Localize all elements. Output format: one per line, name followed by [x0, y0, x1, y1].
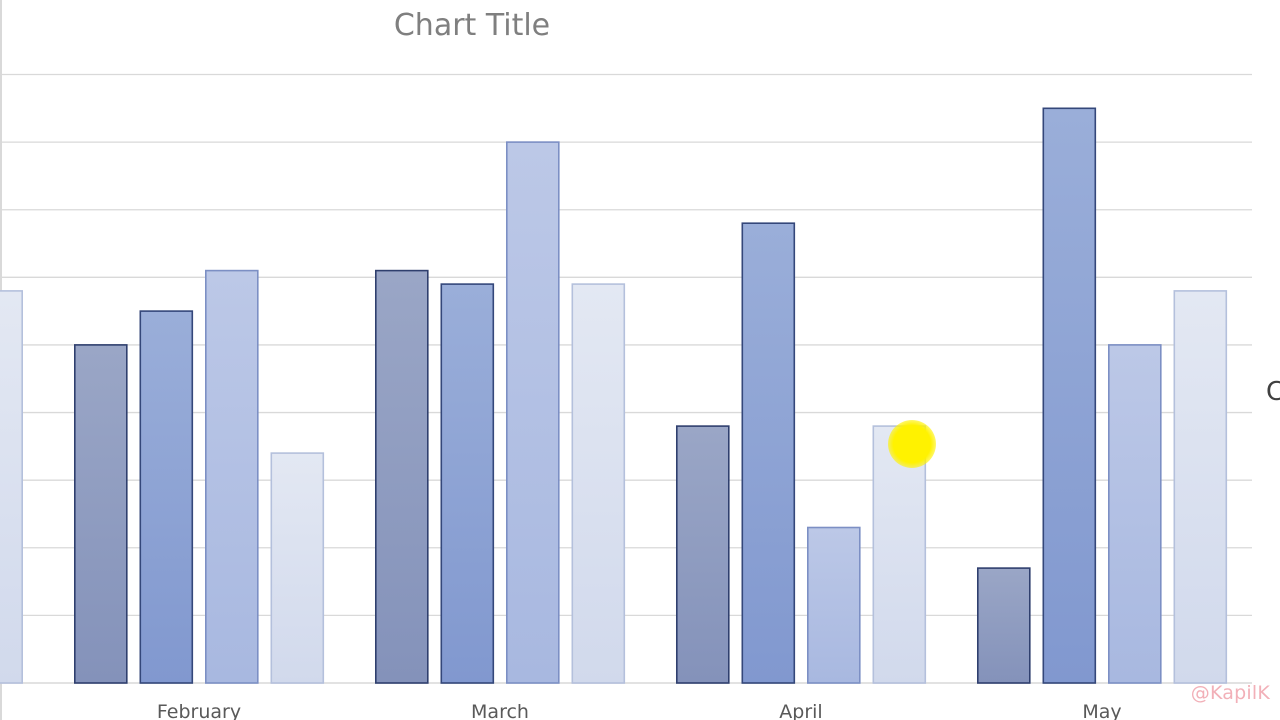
bar-march-series-4[interactable]: [571, 283, 626, 684]
bar-prev-series-4[interactable]: [0, 290, 24, 684]
category-labels: February March April May: [157, 701, 1122, 720]
bar-may-series-1[interactable]: [976, 567, 1031, 684]
clipped-edge-text: C: [1266, 377, 1280, 407]
bar-march-series-3[interactable]: [505, 141, 560, 684]
bar-april-series-1[interactable]: [675, 425, 730, 684]
bar-february-series-3[interactable]: [205, 269, 259, 684]
bar-march-series-2[interactable]: [440, 283, 495, 684]
bar-may-series-4[interactable]: [1173, 290, 1228, 684]
bar-may-series-2[interactable]: [1042, 107, 1097, 684]
bar-may-series-3[interactable]: [1108, 344, 1162, 684]
category-label-april: April: [779, 701, 822, 720]
chart-title[interactable]: Chart Title: [394, 8, 550, 43]
cursor-highlight: [888, 420, 936, 468]
category-label-may: May: [1082, 701, 1121, 720]
watermark: @KapilK: [1190, 682, 1270, 704]
bar-april-series-2[interactable]: [741, 222, 796, 684]
category-label-february: February: [157, 701, 241, 720]
category-label-march: March: [471, 701, 529, 720]
bar-february-series-1[interactable]: [74, 344, 128, 684]
bar-february-series-4[interactable]: [270, 452, 325, 684]
bar-march-series-1[interactable]: [374, 269, 429, 684]
bars: [0, 107, 1228, 684]
bar-april-series-3[interactable]: [806, 526, 861, 684]
bar-april-series-4[interactable]: [872, 425, 927, 684]
bar-february-series-2[interactable]: [139, 310, 194, 684]
